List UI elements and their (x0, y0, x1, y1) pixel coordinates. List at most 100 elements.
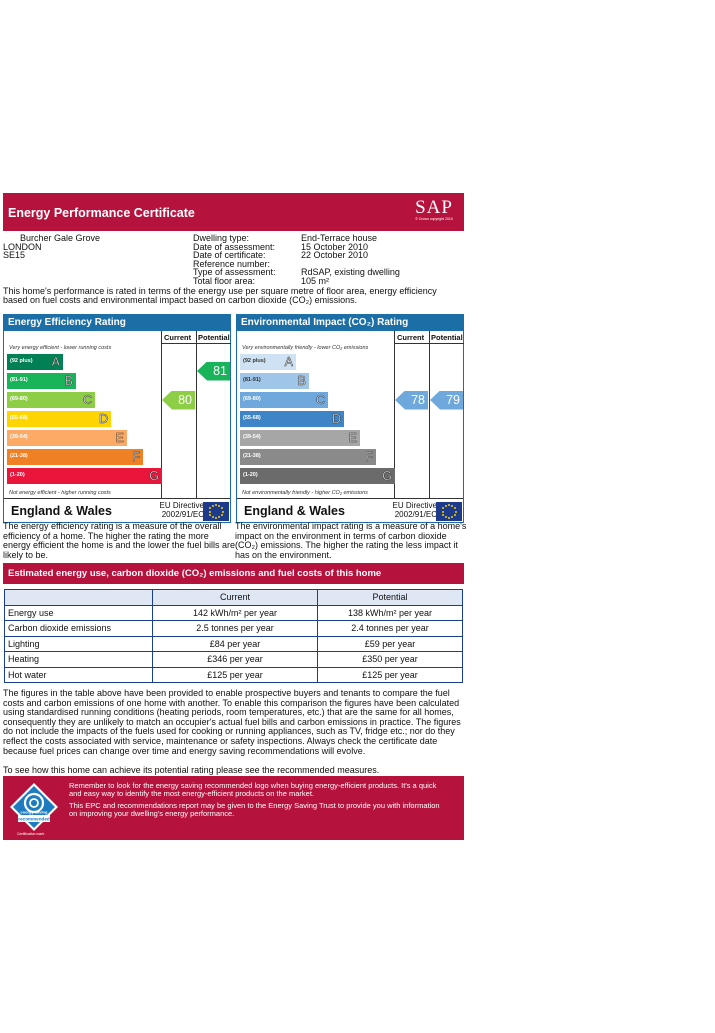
eu-star-icon (221, 510, 224, 513)
band-range: (69-80) (243, 396, 261, 402)
band-range: (92 plus) (243, 358, 266, 364)
environment-description: The environmental impact rating is a mea… (235, 521, 467, 560)
eu-star-icon (215, 517, 217, 519)
energy-efficiency-panel: Energy Efficiency Rating Current Potenti… (3, 314, 231, 523)
band-range: (39-54) (243, 434, 261, 440)
current-rating-arrow: 78 (395, 390, 428, 410)
eu-star-icon (444, 516, 447, 519)
row-label: Energy use (4, 604, 153, 621)
band-letter: F (365, 450, 373, 465)
eu-directive-code: 2002/91/EC (161, 510, 204, 519)
row-current: 2.5 tonnes per year (152, 620, 318, 637)
table-header-cell (4, 589, 153, 606)
table-row: Carbon dioxide emissions 2.5 tonnes per … (4, 620, 463, 637)
band-letter: G (149, 469, 159, 484)
rating-band-g: (1-20) G (240, 468, 395, 484)
footer-banner: recommended energy saving Remember to lo… (3, 776, 464, 840)
band-range: (21-38) (243, 453, 261, 459)
eu-directive: EU Directive 2002/91/EC (152, 501, 204, 519)
certificate-title: Energy Performance Certificate (8, 206, 195, 220)
eu-star-icon (441, 510, 444, 513)
band-letter: A (51, 355, 60, 370)
eu-star-icon (220, 507, 223, 510)
band-range: (55-68) (10, 415, 28, 421)
band-letter: E (348, 431, 357, 446)
divider (161, 331, 162, 498)
eu-star-icon (211, 504, 214, 507)
property-address: Burcher Gale Grove LONDON SE15 (3, 234, 100, 260)
band-letter: E (115, 431, 124, 446)
address-line: Burcher Gale Grove (20, 233, 101, 243)
eu-star-icon (454, 510, 457, 513)
band-letter: D (98, 412, 109, 427)
row-label: Hot water (4, 666, 153, 683)
band-range: (1-20) (10, 472, 25, 478)
eu-star-icon (442, 513, 445, 516)
band-letter: C (82, 393, 93, 408)
eu-flag-icon (203, 502, 229, 521)
eu-star-icon (218, 504, 221, 507)
sap-logo: SAP © Crown copyright 2010 (412, 198, 456, 226)
band-range: (21-38) (10, 453, 28, 459)
energy-efficiency-title: Energy Efficiency Rating (4, 315, 230, 331)
band-letter: F (132, 450, 140, 465)
band-range: (81-91) (243, 377, 261, 383)
rating-band-e: (39-54) E (240, 430, 360, 446)
eu-star-icon (218, 516, 221, 519)
assessment-date-label: Date of assessment: (193, 241, 276, 252)
bottom-note: Not environmentally friendly - higher CO… (242, 490, 368, 496)
eu-directive-label: EU Directive (159, 501, 204, 510)
energy-saving-recommended-logo: recommended energy saving (10, 783, 58, 831)
eu-star-icon (448, 517, 450, 519)
rating-band-f: (21-38) F (7, 449, 143, 465)
top-note: Very environmentally friendly - lower CO… (242, 345, 369, 351)
logo-bottom-text: recommended (18, 817, 50, 822)
rating-band-e: (39-54) E (7, 430, 127, 446)
rating-band-b: (81-91) B (7, 373, 76, 389)
region-label: England & Wales (11, 504, 112, 518)
row-potential: £350 per year (317, 651, 463, 668)
eu-star-icon (209, 513, 212, 516)
assessment-date-value: 15 October 2010 (301, 241, 369, 252)
assessment-type-value: RdSAP, existing dwelling (301, 267, 400, 278)
eu-star-icon (209, 507, 212, 510)
table-header-row: Current Potential (4, 589, 463, 606)
floor-area-label: Total floor area: (193, 275, 256, 286)
top-note: Very energy efficient - lower running co… (9, 345, 112, 351)
costs-table: Current Potential Energy use 142 kWh/m² … (4, 589, 463, 683)
eu-star-icon (444, 504, 447, 507)
certificate-date-value: 22 October 2010 (301, 250, 369, 261)
eu-star-icon (451, 516, 454, 519)
table-row: Energy use 142 kWh/m² per year 138 kWh/m… (4, 604, 463, 621)
eu-star-icon (211, 516, 214, 519)
potential-column-header: Potential (431, 333, 463, 342)
rating-band-a: (92 plus) A (240, 354, 296, 370)
band-letter: A (284, 355, 293, 370)
eu-star-icon (208, 510, 211, 513)
environmental-impact-panel: Environmental Impact (CO₂) Rating Curren… (236, 314, 464, 523)
band-range: (92 plus) (10, 358, 33, 364)
sap-logo-text: SAP (415, 197, 453, 218)
current-column-header: Current (164, 333, 192, 342)
band-range: (55-68) (243, 415, 261, 421)
table-row: Lighting £84 per year £59 per year (4, 635, 463, 652)
floor-area-value: 105 m² (301, 275, 330, 286)
potential-rating-arrow: 81 (197, 361, 230, 381)
band-range: (1-20) (243, 472, 258, 478)
eu-star-icon (448, 504, 450, 506)
divider (161, 343, 231, 344)
row-potential: £59 per year (317, 635, 463, 652)
row-current: £346 per year (152, 651, 318, 668)
band-letter: B (64, 374, 73, 389)
row-potential: 138 kWh/m² per year (317, 604, 463, 621)
rating-band-c: (69-80) C (240, 392, 328, 408)
reference-number-label: Reference number: (193, 258, 271, 269)
row-label: Carbon dioxide emissions (4, 620, 153, 637)
band-letter: D (331, 412, 342, 427)
band-range: (69-80) (10, 396, 28, 402)
row-potential: 2.4 tonnes per year (317, 620, 463, 637)
intro-text: This home's performance is rated in term… (3, 286, 437, 305)
certificate-header: Energy Performance Certificate SAP © Cro… (3, 193, 464, 231)
rating-band-c: (69-80) C (7, 392, 95, 408)
costs-section-title: Estimated energy use, carbon dioxide (CO… (3, 563, 464, 584)
